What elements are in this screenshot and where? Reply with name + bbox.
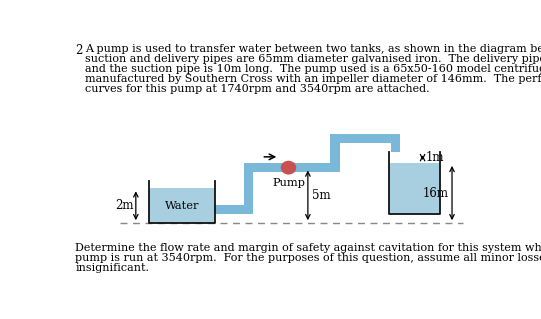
Polygon shape: [331, 134, 400, 143]
Text: Water: Water: [164, 201, 199, 211]
Polygon shape: [149, 189, 215, 223]
Text: Determine the flow rate and margin of safety against cavitation for this system : Determine the flow rate and margin of sa…: [75, 243, 541, 253]
Text: A pump is used to transfer water between two tanks, as shown in the diagram belo: A pump is used to transfer water between…: [85, 44, 541, 54]
Text: 1m: 1m: [426, 151, 444, 164]
Text: Pump: Pump: [272, 178, 305, 189]
Text: 2m: 2m: [115, 199, 134, 212]
Text: pump is run at 3540rpm.  For the purposes of this question, assume all minor los: pump is run at 3540rpm. For the purposes…: [75, 253, 541, 263]
Ellipse shape: [281, 161, 296, 174]
Polygon shape: [214, 204, 253, 214]
Polygon shape: [390, 163, 440, 214]
Polygon shape: [243, 163, 340, 172]
Text: curves for this pump at 1740rpm and 3540rpm are attached.: curves for this pump at 1740rpm and 3540…: [85, 84, 430, 94]
Text: manufactured by Southern Cross with an impeller diameter of 146mm.  The performa: manufactured by Southern Cross with an i…: [85, 74, 541, 84]
Text: suction and delivery pipes are 65mm diameter galvanised iron.  The delivery pipe: suction and delivery pipes are 65mm diam…: [85, 54, 541, 64]
Text: 16m: 16m: [423, 187, 449, 200]
Text: 5m: 5m: [312, 189, 331, 202]
Polygon shape: [391, 143, 400, 152]
Polygon shape: [331, 134, 340, 172]
Text: 2: 2: [75, 44, 83, 57]
Text: and the suction pipe is 10m long.  The pump used is a 65x50-160 model centrifuga: and the suction pipe is 10m long. The pu…: [85, 64, 541, 74]
Polygon shape: [243, 163, 253, 214]
Text: insignificant.: insignificant.: [75, 263, 149, 273]
